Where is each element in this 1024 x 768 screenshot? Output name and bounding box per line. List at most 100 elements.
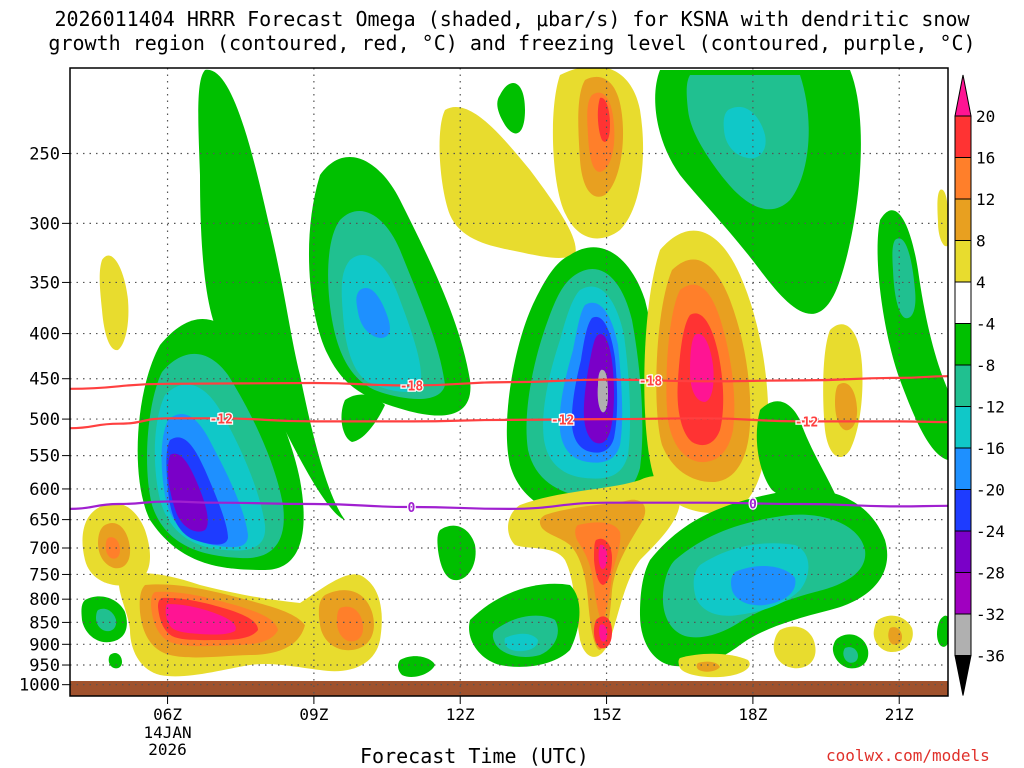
omega-region (835, 382, 858, 431)
pressure-tick-label: 650 (29, 511, 60, 531)
grid-lines (70, 68, 948, 696)
omega-region (888, 627, 902, 645)
colorbar-swatch (954, 323, 972, 366)
omega-region (397, 656, 435, 677)
omega-region (504, 633, 538, 652)
omega-region (731, 566, 796, 606)
colorbar-swatch (954, 115, 972, 158)
omega-region (598, 624, 608, 642)
colorbar-label: 8 (976, 232, 986, 251)
omega-region (843, 647, 858, 663)
colorbar-swatch (954, 447, 972, 490)
colorbar-swatch (954, 613, 972, 656)
pressure-tick-label: 1000 (19, 676, 60, 696)
colorbar-label: -16 (976, 439, 1005, 458)
contour-label: 0 (408, 501, 416, 516)
colorbar-swatch (954, 530, 972, 573)
omega-region (439, 107, 576, 258)
colorbar-label: -20 (976, 481, 1005, 500)
pressure-tick-label: 550 (29, 447, 60, 467)
time-tick-label: 21Z (885, 705, 914, 724)
plot-frame (69, 67, 949, 697)
omega-region (756, 401, 840, 508)
contour-line (69, 417, 949, 430)
contour-label: -18 (639, 374, 663, 389)
chart-title-line1: 2026011404 HRRR Forecast Omega (shaded, … (54, 7, 970, 31)
pressure-tick-label: 350 (29, 273, 60, 293)
contour-line (69, 375, 949, 390)
omega-region (723, 106, 766, 159)
omega-region (336, 606, 364, 642)
pressure-tick-label: 900 (29, 635, 60, 655)
omega-region (773, 626, 816, 669)
omega-region (108, 652, 122, 669)
omega-colorbar: 20 16 12 8 4 -4 -8 -12 -16 -20 -24 -28 -32 -36 (954, 74, 1005, 696)
omega-region (598, 544, 608, 570)
contour-label: -12 (795, 415, 818, 430)
ground-surface (70, 681, 948, 696)
omega-region (99, 255, 129, 351)
omega-region (937, 615, 948, 647)
omega-region (165, 604, 236, 635)
omega-region (892, 238, 916, 319)
pressure-tick-label: 500 (29, 410, 60, 430)
omega-region (696, 661, 720, 672)
colorbar-swatch (954, 572, 972, 615)
colorbar-swatch (954, 489, 972, 532)
omega-shading (81, 68, 948, 678)
pressure-tick-label: 800 (29, 590, 60, 610)
omega-region (356, 288, 390, 338)
colorbar-swatch (954, 406, 972, 449)
contour-label: -12 (551, 413, 574, 428)
time-tick-label: 15Z (592, 705, 621, 724)
pressure-tick-label: 700 (29, 539, 60, 559)
pressure-tick-label: 250 (29, 144, 60, 164)
pressure-tick-label: 850 (29, 613, 60, 633)
colorbar-label: 12 (976, 190, 995, 209)
omega-region (497, 83, 525, 134)
colorbar-label: 16 (976, 149, 995, 168)
credit-link[interactable]: coolwx.com/models (826, 746, 990, 765)
colorbar-label: 20 (976, 107, 995, 126)
omega-region (690, 334, 714, 402)
contour-label: -12 (209, 412, 232, 427)
contour-line (69, 500, 949, 511)
colorbar-swatch (954, 198, 972, 241)
colorbar-label: 4 (976, 273, 986, 292)
omega-region (198, 69, 345, 521)
pressure-tick-label: 950 (29, 656, 60, 676)
chart-title-line2: growth region (contoured, red, °C) and f… (48, 31, 976, 55)
colorbar-swatch (954, 364, 972, 407)
pressure-tick-label: 400 (29, 325, 60, 345)
colorbar-label: -28 (976, 564, 1005, 583)
time-tick-label: 09Z (299, 705, 328, 724)
omega-region (597, 97, 610, 142)
omega-region (167, 453, 208, 532)
pressure-tick-label: 450 (29, 370, 60, 390)
colorbar-swatch (954, 281, 972, 324)
time-tick-label: 06Z (153, 705, 182, 724)
omega-region (437, 525, 476, 581)
colorbar-label: -12 (976, 398, 1005, 417)
temperature-contours: -18 -18 -12 -12 -12 0 0 (69, 373, 949, 517)
colorbar-label: -36 (976, 647, 1005, 666)
pressure-tick-label: 600 (29, 480, 60, 500)
pressure-tick-label: 750 (29, 565, 60, 585)
colorbar-bottom-arrow (954, 655, 972, 696)
contour-label: 0 (749, 497, 757, 512)
year-label: 2026 (148, 740, 187, 759)
colorbar-label: -4 (976, 315, 995, 334)
pressure-axis: 2503003504004505005506006507007508008509… (19, 144, 70, 696)
pressure-tick-label: 300 (29, 214, 60, 234)
colorbar-swatch (954, 157, 972, 200)
colorbar-swatch (954, 240, 972, 283)
omega-region (96, 608, 117, 632)
omega-region (597, 369, 608, 413)
contour-label: -18 (400, 379, 424, 394)
time-tick-label: 12Z (446, 705, 475, 724)
time-tick-label: 18Z (738, 705, 767, 724)
colorbar-label: -8 (976, 356, 995, 375)
colorbar-label: -24 (976, 522, 1005, 541)
